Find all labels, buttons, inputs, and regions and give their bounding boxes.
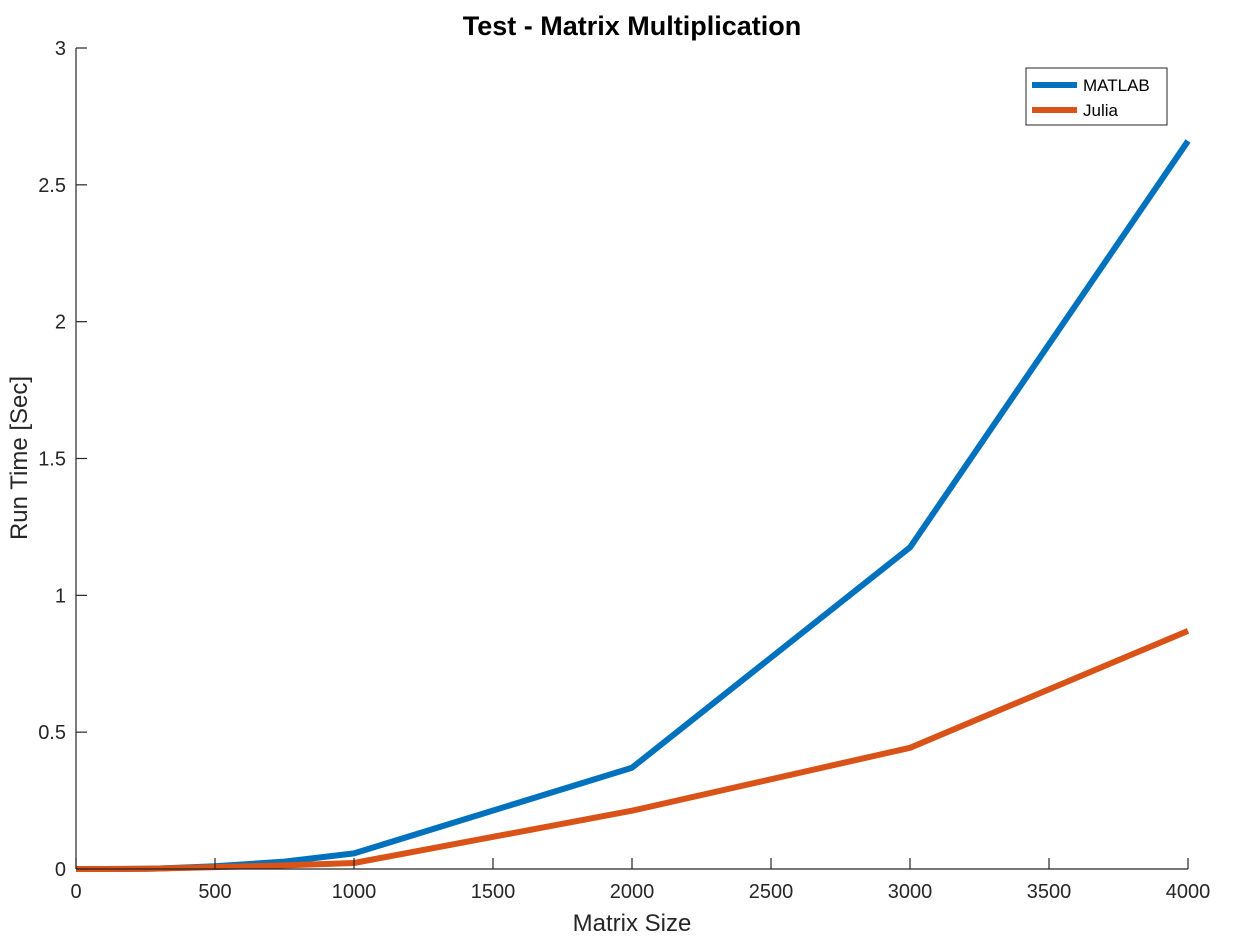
legend-box bbox=[1025, 67, 1168, 126]
y-axis-ticks: 0 0.5 1 1.5 2 2.5 3 bbox=[38, 38, 87, 881]
x-tick-label: 4000 bbox=[1166, 881, 1211, 903]
chart-legend: MATLAB Julia bbox=[1025, 67, 1168, 126]
x-tick-label: 2000 bbox=[610, 881, 655, 903]
x-axis-ticks: 0 500 1000 1500 2000 2500 3000 3500 4000 bbox=[70, 858, 1210, 903]
legend-label-matlab: MATLAB bbox=[1083, 76, 1150, 95]
x-tick-label: 1000 bbox=[332, 881, 377, 903]
y-tick-label: 0 bbox=[55, 859, 66, 881]
x-axis-label: Matrix Size bbox=[573, 910, 692, 937]
y-tick-label: 1 bbox=[55, 585, 66, 607]
x-tick-label: 2500 bbox=[749, 881, 794, 903]
x-tick-label: 500 bbox=[198, 881, 231, 903]
y-axis-label: Run Time [Sec] bbox=[6, 376, 33, 540]
y-tick-label: 1.5 bbox=[38, 449, 66, 471]
y-tick-label: 3 bbox=[55, 38, 66, 60]
y-tick-label: 0.5 bbox=[38, 722, 66, 744]
x-tick-label: 3500 bbox=[1027, 881, 1072, 903]
x-tick-label: 0 bbox=[70, 881, 81, 903]
legend-label-julia: Julia bbox=[1083, 101, 1119, 120]
y-tick-label: 2 bbox=[55, 312, 66, 334]
chart-title: Test - Matrix Multiplication bbox=[463, 11, 802, 41]
x-tick-label: 1500 bbox=[471, 881, 516, 903]
y-tick-label: 2.5 bbox=[38, 175, 66, 197]
x-tick-label: 3000 bbox=[888, 881, 933, 903]
